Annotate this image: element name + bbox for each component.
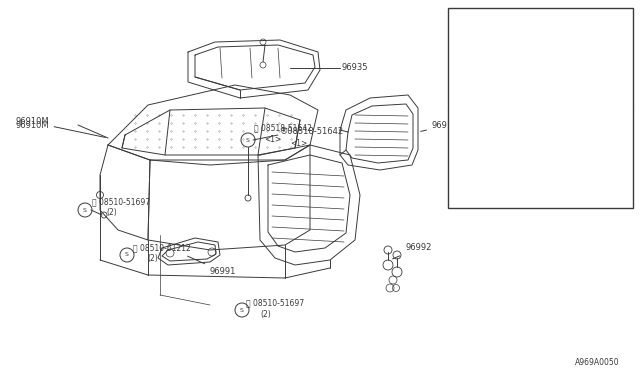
Text: A969A0050: A969A0050	[575, 358, 620, 367]
Text: Ⓢ 08510-51697: Ⓢ 08510-51697	[92, 198, 150, 206]
Text: 96910M: 96910M	[15, 121, 49, 129]
Text: 96913N: 96913N	[420, 121, 465, 131]
Text: 96910M: 96910M	[15, 118, 106, 137]
Text: Ⓢ 08510-51697: Ⓢ 08510-51697	[246, 298, 304, 308]
Text: S: S	[83, 208, 87, 212]
Text: Ⓢ 08518-51642: Ⓢ 08518-51642	[254, 124, 312, 132]
Text: (2): (2)	[260, 311, 271, 320]
Text: S: S	[125, 253, 129, 257]
Text: Ⓢ 08510-61212: Ⓢ 08510-61212	[133, 244, 191, 253]
Text: 96992: 96992	[392, 244, 431, 259]
Text: S: S	[240, 308, 244, 312]
Text: 2DOOR HATCHBACK DX: 2DOOR HATCHBACK DX	[452, 18, 545, 27]
Text: S: S	[246, 138, 250, 142]
Text: <1>: <1>	[264, 135, 281, 144]
Text: (2): (2)	[106, 208, 116, 218]
Text: (2): (2)	[147, 254, 157, 263]
Bar	[448, 8, 633, 208]
Text: 96991: 96991	[188, 256, 236, 276]
Text: 96935: 96935	[342, 64, 369, 73]
Text: 74980Y: 74980Y	[512, 23, 557, 66]
Text: 96924: 96924	[532, 154, 568, 171]
Text: <1>: <1>	[290, 138, 307, 148]
Text: 4DOOR HATCHBACK: 4DOOR HATCHBACK	[452, 118, 531, 127]
Text: ®08518-51642: ®08518-51642	[280, 128, 344, 137]
